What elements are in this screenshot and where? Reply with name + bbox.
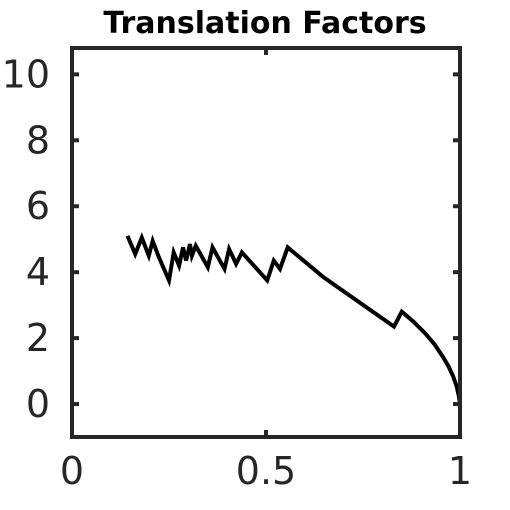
x-tick-label: 0.5 <box>236 449 296 493</box>
x-tick-label: 0 <box>60 449 84 493</box>
y-tick-label: 4 <box>26 250 50 294</box>
y-tick-label: 8 <box>26 118 50 162</box>
y-tick-label: 0 <box>26 382 50 426</box>
y-tick-label: 10 <box>2 52 50 96</box>
x-tick-label: 1 <box>448 449 472 493</box>
y-tick-label: 6 <box>26 184 50 228</box>
chart-title: Translation Factors <box>103 6 426 41</box>
plot-area <box>125 232 462 405</box>
axes-frame <box>70 46 462 439</box>
y-tick-label: 2 <box>26 316 50 360</box>
series-line-0 <box>125 232 462 405</box>
